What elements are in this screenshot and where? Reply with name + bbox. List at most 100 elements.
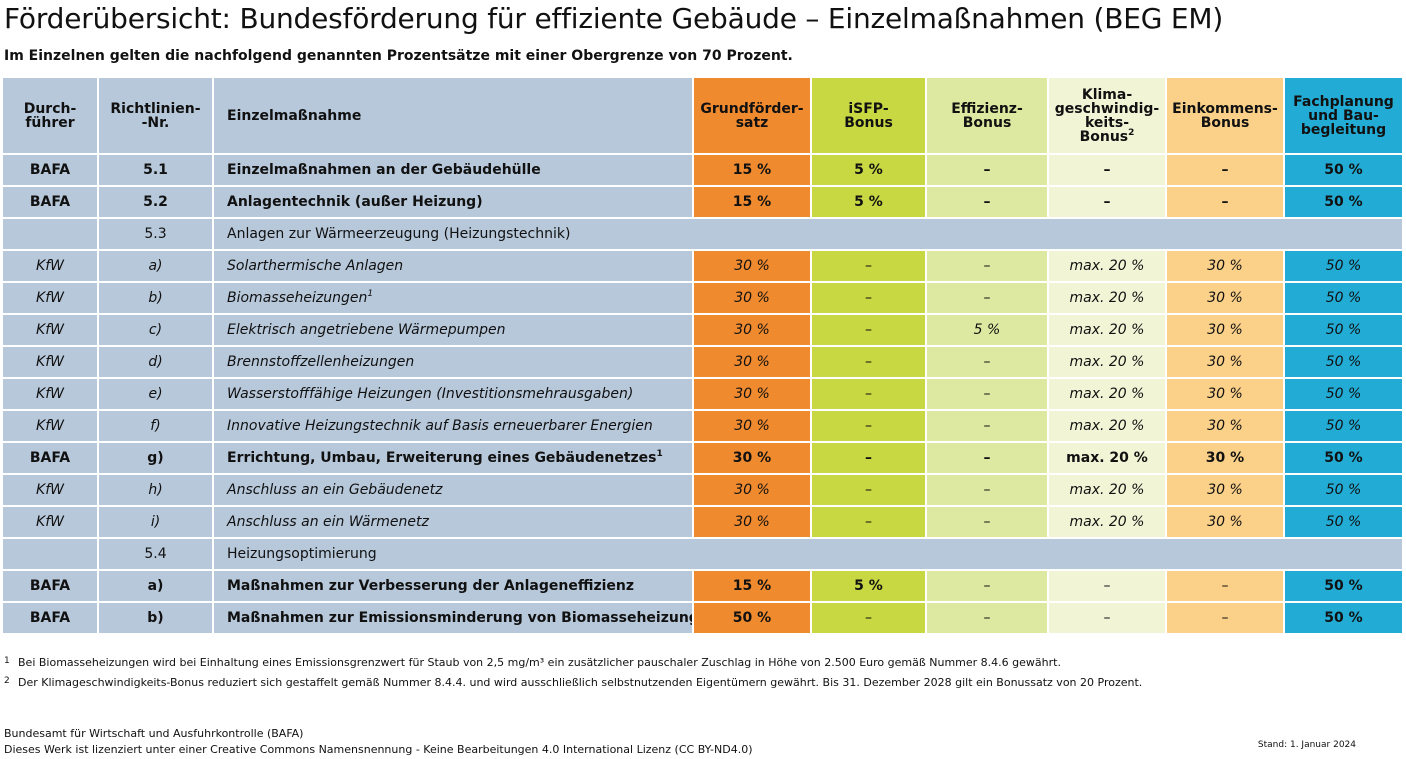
section-row: 5.3 Anlagen zur Wärmeerzeugung (Heizungst… xyxy=(3,218,1404,251)
cell-richtlinie: h) xyxy=(98,474,214,507)
cell-einkommens-bonus: 30 % xyxy=(1166,346,1285,379)
cell-klima-bonus: max. 20 % xyxy=(1048,378,1167,411)
cell-durchfuehrer: BAFA xyxy=(3,186,99,219)
cell-klima-bonus: max. 20 % xyxy=(1048,282,1167,315)
table-row: KfW i) Anschluss an ein Wärmenetz 30 % – – max… xyxy=(3,506,1404,539)
header-text: Richtlinien- -Nr. xyxy=(110,100,201,131)
source-note: Bundesamt für Wirtschaft und Ausfuhrkont… xyxy=(4,726,753,758)
cell-einkommens-bonus: 30 % xyxy=(1166,250,1285,283)
stand-date: Stand: 1. Januar 2024 xyxy=(1257,740,1356,750)
cell-klima-bonus: max. 20 % xyxy=(1048,250,1167,283)
cell-effizienz-bonus: – xyxy=(926,250,1049,283)
cell-klima-bonus: – xyxy=(1048,154,1167,187)
cell-effizienz-bonus: – xyxy=(926,570,1049,603)
cell-effizienz-bonus: – xyxy=(926,346,1049,379)
cell-grundfoerdersatz: 30 % xyxy=(693,474,812,507)
table-row: BAFA b) Maßnahmen zur Emissionsminderung v… xyxy=(3,602,1404,635)
cell-richtlinie: e) xyxy=(98,378,214,411)
header-text: iSFP- Bonus xyxy=(844,100,893,131)
table-row: KfW h) Anschluss an ein Gebäudenetz 30 % – – m… xyxy=(3,474,1404,507)
cell-fachplanung: 50 % xyxy=(1284,186,1404,219)
header-einzelmassnahme: Einzelmaßnahme xyxy=(213,78,694,155)
cell-richtlinie: b) xyxy=(98,282,214,315)
cell-richtlinie: 5.4 xyxy=(98,538,214,571)
measure-name: Biomasseheizungen xyxy=(227,290,368,306)
cell-richtlinie: a) xyxy=(98,250,214,283)
cell-isfp-bonus: – xyxy=(811,474,927,507)
cell-grundfoerdersatz: 30 % xyxy=(693,250,812,283)
source-organisation: Bundesamt für Wirtschaft und Ausfuhrkont… xyxy=(4,727,304,740)
cell-durchfuehrer: KfW xyxy=(3,378,99,411)
table-row: BAFA g) Errichtung, Umbau, Erweiterung ein… xyxy=(3,442,1404,475)
cell-einkommens-bonus: 30 % xyxy=(1166,506,1285,539)
measure-name: Anlagentechnik (außer Heizung) xyxy=(227,194,483,210)
footnote-1: 1 Bei Biomasseheizungen wird bei Einhalt… xyxy=(4,656,1142,670)
cell-einzelmassnahme: Maßnahmen zur Verbesserung der Anlagenef… xyxy=(213,570,694,603)
cell-section-title: Anlagen zur Wärmeerzeugung (Heizungstech… xyxy=(213,218,1404,251)
cell-klima-bonus: max. 20 % xyxy=(1048,506,1167,539)
cell-grundfoerdersatz: 15 % xyxy=(693,186,812,219)
cell-richtlinie: d) xyxy=(98,346,214,379)
cell-fachplanung: 50 % xyxy=(1284,410,1404,443)
cell-richtlinie: g) xyxy=(98,442,214,475)
cell-fachplanung: 50 % xyxy=(1284,154,1404,187)
cell-durchfuehrer: KfW xyxy=(3,314,99,347)
cell-isfp-bonus: 5 % xyxy=(811,154,927,187)
cell-durchfuehrer: BAFA xyxy=(3,154,99,187)
cell-einzelmassnahme: Anschluss an ein Gebäudenetz xyxy=(213,474,694,507)
cell-einkommens-bonus: – xyxy=(1166,186,1285,219)
cell-durchfuehrer: BAFA xyxy=(3,442,99,475)
cell-klima-bonus: max. 20 % xyxy=(1048,442,1167,475)
cell-richtlinie: c) xyxy=(98,314,214,347)
measure-name: Brennstoffzellenheizungen xyxy=(227,354,415,370)
cell-fachplanung: 50 % xyxy=(1284,314,1404,347)
cell-grundfoerdersatz: 30 % xyxy=(693,282,812,315)
cell-effizienz-bonus: – xyxy=(926,154,1049,187)
footnote-mark: 1 xyxy=(367,289,374,299)
cell-isfp-bonus: – xyxy=(811,378,927,411)
cell-durchfuehrer: BAFA xyxy=(3,602,99,635)
measure-name: Anschluss an ein Wärmenetz xyxy=(227,514,429,530)
measure-name: Maßnahmen zur Verbesserung der Anlagenef… xyxy=(227,578,635,594)
measure-name: Einzelmaßnahmen an der Gebäudehülle xyxy=(227,162,541,178)
cell-effizienz-bonus: – xyxy=(926,506,1049,539)
header-text: Klima-geschwindig-keits- Bonus xyxy=(1054,86,1160,145)
cell-richtlinie: 5.2 xyxy=(98,186,214,219)
footnote-mark: 1 xyxy=(656,449,663,459)
cell-einzelmassnahme: Elektrisch angetriebene Wärmepumpen xyxy=(213,314,694,347)
header-text: Effizienz- Bonus xyxy=(951,100,1023,131)
cell-grundfoerdersatz: 30 % xyxy=(693,378,812,411)
cell-isfp-bonus: – xyxy=(811,314,927,347)
page-subtitle: Im Einzelnen gelten die nachfolgend gena… xyxy=(4,48,793,64)
measure-name: Elektrisch angetriebene Wärmepumpen xyxy=(227,322,506,338)
table-row: KfW f) Innovative Heizungstechnik auf Basi… xyxy=(3,410,1404,443)
table-row: BAFA a) Maßnahmen zur Verbesserung der Anl… xyxy=(3,570,1404,603)
cell-richtlinie: b) xyxy=(98,602,214,635)
cell-isfp-bonus: – xyxy=(811,410,927,443)
header-text: Fachplanung und Bau-begleitung xyxy=(1293,93,1394,138)
header-effizienz-bonus: Effizienz- Bonus xyxy=(926,78,1049,155)
table-row: KfW b) Biomasseheizungen1 30 % – – max. 20 % 30… xyxy=(3,282,1404,315)
measure-name: Errichtung, Umbau, Erweiterung eines Geb… xyxy=(227,450,657,466)
cell-isfp-bonus: – xyxy=(811,442,927,475)
cell-isfp-bonus: – xyxy=(811,346,927,379)
cell-richtlinie: f) xyxy=(98,410,214,443)
header-klima-footnote-mark: 2 xyxy=(1128,127,1135,138)
cell-effizienz-bonus: 5 % xyxy=(926,314,1049,347)
cell-einkommens-bonus: – xyxy=(1166,570,1285,603)
footnote-2: 2 Der Klimageschwindigkeits-Bonus reduzi… xyxy=(4,676,1142,690)
measure-name: Innovative Heizungstechnik auf Basis ern… xyxy=(227,418,653,434)
cell-effizienz-bonus: – xyxy=(926,282,1049,315)
cell-durchfuehrer: KfW xyxy=(3,506,99,539)
cell-isfp-bonus: – xyxy=(811,506,927,539)
table-header-row: Durch-führer Richtlinien- -Nr. Einzelmaßn… xyxy=(3,78,1404,155)
cell-effizienz-bonus: – xyxy=(926,474,1049,507)
cell-fachplanung: 50 % xyxy=(1284,282,1404,315)
cell-effizienz-bonus: – xyxy=(926,602,1049,635)
cell-effizienz-bonus: – xyxy=(926,442,1049,475)
cell-einkommens-bonus: – xyxy=(1166,154,1285,187)
table-body: BAFA 5.1 Einzelmaßnahmen an der Gebäudehül… xyxy=(3,154,1404,635)
cell-fachplanung: 50 % xyxy=(1284,378,1404,411)
cell-grundfoerdersatz: 30 % xyxy=(693,506,812,539)
header-grundfoerdersatz: Grundförder-satz xyxy=(693,78,812,155)
